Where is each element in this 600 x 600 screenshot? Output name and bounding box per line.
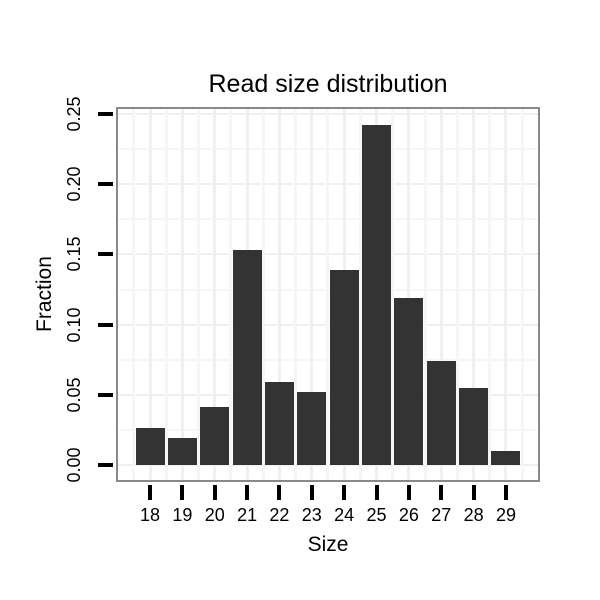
x-axis-tick	[148, 485, 152, 500]
y-tick-label: 0.05	[64, 377, 84, 413]
y-axis-tick	[98, 112, 113, 116]
y-tick-label: 0.00	[64, 447, 84, 483]
bar-size-21	[233, 250, 262, 465]
y-axis-tick	[98, 252, 113, 257]
x-tick-label: 18	[139, 505, 161, 525]
bar-size-20	[200, 407, 229, 465]
y-tick-label: 0.10	[64, 307, 84, 343]
y-tick-label: 0.20	[64, 166, 84, 202]
x-tick-label: 25	[366, 505, 387, 525]
x-axis-tick	[471, 485, 476, 500]
x-axis-tick	[406, 485, 411, 500]
y-axis-tick	[98, 182, 113, 187]
x-axis-tick	[309, 485, 314, 500]
x-tick-label: 20	[204, 505, 225, 525]
x-axis-tick	[374, 485, 379, 500]
bar-size-23	[297, 392, 326, 465]
bar-size-26	[394, 298, 423, 465]
bar-size-27	[427, 361, 456, 465]
bar-size-24	[330, 270, 359, 465]
y-tick-label: 0.25	[64, 96, 84, 132]
x-tick-label: 26	[398, 505, 419, 525]
bar-size-28	[459, 388, 488, 465]
x-axis-tick	[245, 485, 250, 500]
x-tick-label: 28	[463, 505, 484, 525]
x-tick-label: 23	[301, 505, 322, 525]
bar-size-19	[168, 438, 197, 465]
x-axis-title: Size	[307, 533, 349, 556]
bar-size-29	[491, 451, 520, 465]
bar-size-18	[136, 428, 165, 465]
x-tick-label: 29	[495, 505, 516, 525]
x-tick-label: 27	[431, 505, 452, 525]
bar-size-25	[362, 125, 391, 465]
x-axis-tick	[439, 485, 444, 500]
x-axis-tick	[212, 485, 217, 500]
x-axis-tick	[180, 485, 185, 500]
bar-size-22	[265, 382, 294, 465]
x-tick-label: 22	[269, 505, 290, 525]
y-axis-title: Fraction	[33, 256, 56, 332]
x-tick-label: 19	[172, 505, 193, 525]
y-tick-label: 0.15	[64, 236, 84, 272]
y-axis-tick	[98, 392, 113, 397]
x-axis-tick	[277, 485, 282, 500]
x-tick-label: 24	[334, 505, 355, 525]
y-axis-tick	[98, 322, 113, 327]
x-tick-label: 21	[237, 505, 258, 525]
x-axis-tick	[342, 485, 347, 500]
chart-title: Read size distribution	[208, 70, 448, 98]
y-axis-tick	[98, 463, 113, 467]
x-axis-tick	[503, 485, 508, 500]
